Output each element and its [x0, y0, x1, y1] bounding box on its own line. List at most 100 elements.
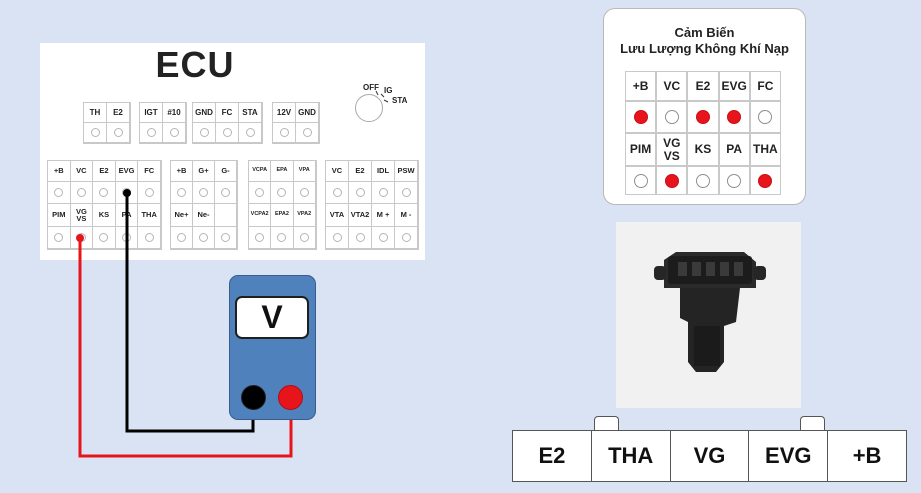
ecu-pin-label: TH: [84, 103, 107, 123]
ecu-pin-hole: [146, 128, 156, 137]
ecu-pin-hole: [277, 233, 287, 242]
ecu-pin-socket: [372, 227, 395, 249]
inactive-pin-dot: [727, 173, 742, 188]
ecu-pin-hole: [54, 233, 64, 242]
ecu-pin-socket: [93, 227, 116, 249]
ecu-pin-socket: [193, 123, 216, 143]
ecu-pin-label: Ne-: [193, 204, 215, 227]
ecu-pin-label: +B: [171, 161, 193, 182]
inactive-pin-dot: [633, 173, 648, 188]
sensor-title-line2: Lưu Lượng Không Khí Nạp: [620, 41, 789, 56]
ecu-pin-hole: [76, 188, 86, 197]
ecu-pin-label: 12V: [273, 103, 296, 123]
sensor-pin-label: VG VS: [656, 133, 688, 166]
ecu-pin-label: VTA: [326, 204, 349, 227]
sensor-pin-label: VC: [656, 71, 688, 101]
ecu-pin-socket: [395, 182, 418, 204]
ecu-pin-hole: [279, 128, 289, 137]
active-pin-dot: [695, 110, 710, 124]
ecu-pin-label: GND: [193, 103, 216, 123]
ecu-pin-socket: [372, 182, 395, 204]
ecu-pin-hole: [169, 128, 179, 137]
ecu-pin-hole: [144, 188, 154, 197]
black-probe-tip: [123, 189, 131, 197]
ecu-pin-label: VC: [326, 161, 349, 182]
ecu-pin-socket: [84, 123, 107, 143]
sensor-pin-status: [749, 166, 781, 195]
ignition-knob[interactable]: [355, 94, 383, 122]
red-probe-tip: [76, 234, 84, 242]
ecu-panel: [40, 43, 425, 260]
ecu-pin-hole: [355, 233, 365, 242]
ecu-pin-socket: [171, 182, 193, 204]
ecu-pin-label: IGT: [140, 103, 163, 123]
active-pin-dot: [633, 110, 648, 124]
ecu-pin-label: FC: [216, 103, 239, 123]
connector-pin-plus-b: +B: [827, 430, 907, 482]
ecu-pin-label: VCPA2: [249, 204, 272, 227]
ecu-pin-label: M +: [372, 204, 395, 227]
ecu-pin-hole: [401, 233, 411, 242]
ecu-pin-hole: [255, 188, 265, 197]
ecu-pin-hole: [177, 188, 186, 197]
ecu-pin-socket: [107, 123, 130, 143]
sensor-pin-label: E2: [687, 71, 719, 101]
maf-sensor-image: [654, 252, 766, 372]
connector-pin-vg: VG: [669, 430, 750, 482]
ecu-pin-socket: [216, 123, 239, 143]
ecu-pin-label: G-: [215, 161, 237, 182]
ecu-pin-socket: [296, 123, 319, 143]
ecu-top-connector-1: TH E2: [83, 102, 131, 144]
ecu-pin-socket: [70, 182, 94, 204]
red-wire: [78, 238, 293, 458]
ignition-switch: OFF IG STA: [350, 78, 420, 128]
ecu-top-connector-2: IGT #10: [139, 102, 187, 144]
ecu-pin-hole: [99, 233, 109, 242]
ecu-pin-socket: [48, 182, 71, 204]
ecu-pin-socket: [249, 182, 272, 204]
inactive-pin-dot: [758, 110, 773, 124]
ecu-pin-socket: [138, 182, 161, 204]
ecu-pin-socket: [138, 227, 161, 249]
ecu-pin-hole: [332, 233, 342, 242]
connector-pin-evg: EVG: [748, 430, 829, 482]
ecu-pin-socket: [271, 227, 294, 249]
ecu-pin-hole: [144, 233, 154, 242]
ecu-pin-socket: [140, 123, 163, 143]
ecu-pin-label: VTA2: [349, 204, 372, 227]
ecu-pin-socket: [293, 182, 316, 204]
ecu-pin-hole: [355, 188, 365, 197]
inactive-pin-dot: [664, 110, 679, 124]
ecu-pin-label: VG VS: [70, 204, 94, 227]
ecu-pin-hole: [222, 128, 232, 137]
ecu-pin-hole: [277, 188, 287, 197]
ecu-pin-label: VPA2: [293, 204, 316, 227]
ecu-pin-socket: [171, 227, 193, 249]
maf-sensor-photo: [616, 222, 801, 408]
ecu-pin-label: #10: [163, 103, 186, 123]
ecu-pin-hole: [221, 233, 230, 242]
active-pin-dot: [727, 110, 742, 124]
ecu-pin-hole: [378, 188, 388, 197]
ecu-pin-hole: [113, 128, 123, 137]
ignition-tick-marks: [375, 90, 389, 103]
ecu-pin-label: THA: [138, 204, 161, 227]
sensor-pin-label: PIM: [625, 133, 657, 166]
sensor-pin-label: FC: [749, 71, 781, 101]
sensor-pin-status: [687, 166, 719, 195]
ecu-pin-socket: [93, 182, 116, 204]
ecu-pin-socket: [193, 182, 215, 204]
sensor-pin-status: [656, 166, 688, 195]
positive-jack[interactable]: [278, 385, 303, 410]
ecu-pin-socket: [239, 123, 262, 143]
ecu-pin-label: VC: [70, 161, 94, 182]
sensor-pin-status: [718, 166, 750, 195]
ecu-pin-label: VCPA: [249, 161, 272, 182]
ecu-pin-label: Ne+: [171, 204, 193, 227]
ecu-pin-label: FC: [138, 161, 161, 182]
com-jack[interactable]: [241, 385, 266, 410]
connector-latch-right: [800, 416, 825, 430]
ignition-off-label: OFF: [363, 83, 379, 92]
ecu-pin-hole: [199, 188, 208, 197]
ecu-pin-label: IDL: [372, 161, 395, 182]
